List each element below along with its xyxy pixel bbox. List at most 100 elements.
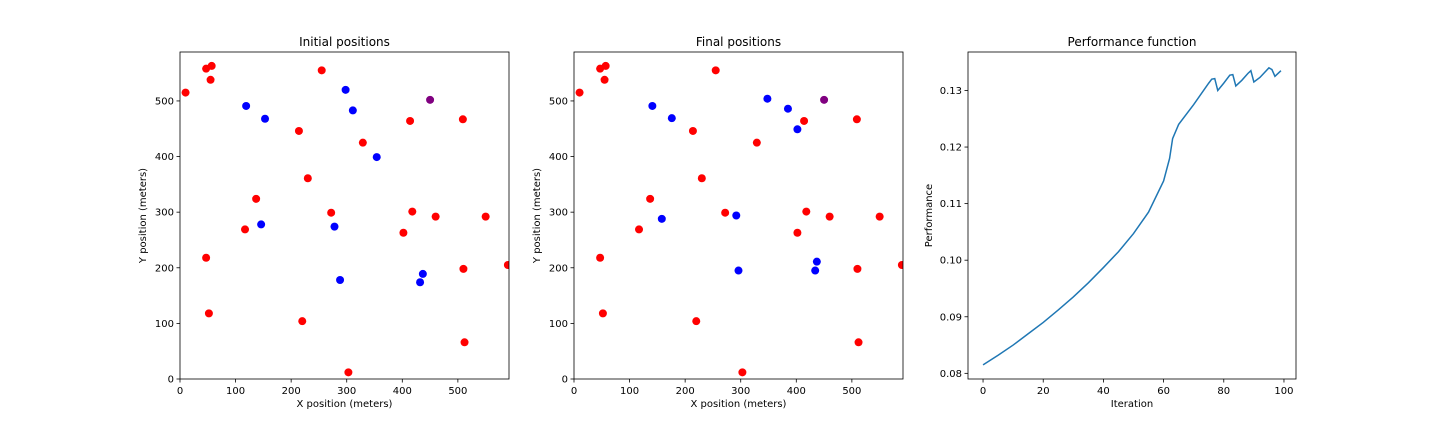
x-tick-label: 400 [787, 386, 806, 397]
chart-title: Performance function [1068, 35, 1197, 49]
scatter-point [732, 211, 741, 220]
scatter-point [416, 278, 425, 287]
y-tick-label: 200 [155, 263, 174, 274]
scatter-point [688, 126, 697, 135]
x-tick-label: 500 [842, 386, 861, 397]
y-tick-label: 0.13 [940, 86, 962, 97]
scatter-point [711, 66, 720, 75]
plot-area [181, 61, 509, 377]
scatter-point [418, 269, 427, 278]
scatter-point [202, 253, 211, 262]
scatter-point [241, 225, 250, 234]
scatter-point [734, 266, 743, 275]
scatter-point [481, 212, 490, 221]
scatter-point [204, 309, 213, 318]
scatter-point [327, 208, 336, 217]
y-axis-label: Y position (meters) [532, 168, 543, 264]
scatter-point [207, 61, 216, 70]
y-tick-label: 100 [155, 319, 174, 330]
scatter-point [852, 115, 861, 124]
x-tick-label: 0 [980, 386, 986, 397]
scatter-point [667, 114, 676, 123]
y-axis-label: Y position (meters) [138, 168, 149, 264]
x-tick-label: 300 [731, 386, 750, 397]
y-tick-label: 300 [549, 208, 568, 219]
scatter-point [793, 125, 802, 134]
scatter-point [800, 116, 809, 125]
y-tick-label: 200 [549, 263, 568, 274]
performance-function-panel: Performance function 0 20 40 60 80 100 0.08 0.09… [924, 35, 1297, 410]
x-tick-label: 20 [1037, 386, 1050, 397]
scatter-point [399, 228, 408, 237]
scatter-point [635, 225, 644, 234]
x-axis-label: X position (meters) [691, 399, 787, 410]
scatter-point [875, 212, 884, 221]
scatter-point [783, 104, 792, 113]
scatter-point [503, 260, 509, 269]
scatter-point [181, 88, 190, 97]
x-tick-label: 40 [1097, 386, 1110, 397]
y-tick-label: 0 [168, 375, 174, 386]
scatter-point [752, 138, 761, 147]
x-tick-label: 200 [676, 386, 695, 397]
performance-line [982, 66, 1282, 366]
plot-area [575, 61, 903, 377]
axes-frame [967, 51, 1297, 380]
y-tick-label: 0.11 [940, 199, 962, 210]
y-tick-label: 0.12 [940, 143, 962, 154]
scatter-point [697, 174, 706, 183]
chart-title: Final positions [696, 35, 781, 49]
scatter-point [317, 66, 326, 75]
scatter-point [303, 174, 312, 183]
scatter-point [802, 207, 811, 216]
y-tick-label: 0 [562, 375, 568, 386]
x-tick-label: 60 [1157, 386, 1170, 397]
scatter-point [257, 220, 266, 229]
y-tick-label: 300 [155, 208, 174, 219]
x-axis-label: X position (meters) [297, 399, 393, 410]
scatter-point [261, 114, 270, 123]
scatter-point [648, 101, 657, 110]
axes-frame [573, 51, 904, 380]
scatter-point [601, 61, 610, 70]
scatter-point [897, 260, 903, 269]
scatter-point [820, 95, 829, 104]
scatter-point [459, 264, 468, 273]
x-tick-label: 80 [1217, 386, 1230, 397]
scatter-point [372, 153, 381, 162]
scatter-point [825, 212, 834, 221]
x-tick-label: 0 [177, 386, 183, 397]
scatter-point [358, 138, 367, 147]
scatter-point [853, 264, 862, 273]
scatter-point [812, 257, 821, 266]
y-tick-label: 400 [155, 152, 174, 163]
scatter-point [298, 317, 307, 326]
scatter-point [344, 368, 353, 377]
initial-positions-panel: Initial positions 0 100 200 300 400 500 0 100 200… [138, 35, 510, 410]
y-tick-label: 400 [549, 152, 568, 163]
scatter-point [206, 75, 215, 84]
y-tick-label: 0.08 [940, 369, 962, 380]
x-tick-label: 300 [337, 386, 356, 397]
axes-frame [179, 51, 510, 380]
scatter-point [738, 368, 747, 377]
scatter-point [793, 228, 802, 237]
x-tick-label: 100 [620, 386, 639, 397]
x-tick-label: 200 [282, 386, 301, 397]
scatter-point [657, 214, 666, 223]
y-tick-label: 100 [549, 319, 568, 330]
scatter-point [596, 253, 605, 262]
y-tick-label: 500 [549, 96, 568, 107]
x-tick-label: 100 [1274, 386, 1293, 397]
scatter-point [575, 88, 584, 97]
final-positions-panel: Final positions 0 100 200 300 400 500 0 100 200 30… [532, 35, 904, 410]
scatter-point [598, 309, 607, 318]
x-tick-label: 0 [571, 386, 577, 397]
scatter-point [408, 207, 417, 216]
scatter-point [646, 194, 655, 203]
scatter-point [721, 208, 730, 217]
x-tick-label: 100 [226, 386, 245, 397]
scatter-point [294, 126, 303, 135]
scatter-point [406, 116, 415, 125]
